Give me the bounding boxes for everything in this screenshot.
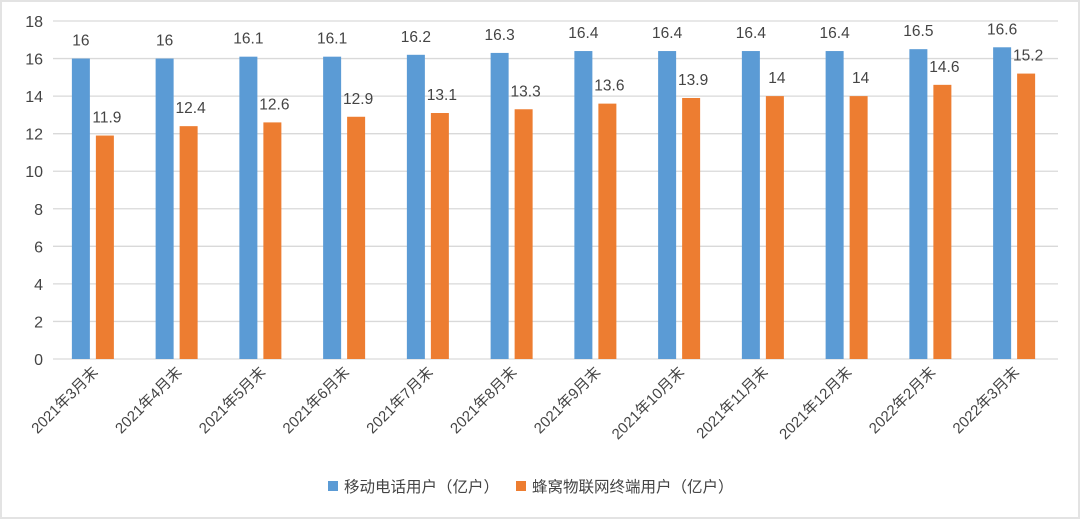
data-label: 16.4 (736, 25, 767, 42)
bar-mobile-users (406, 54, 425, 360)
x-tick-label: 2021年12月末 (776, 364, 855, 443)
bar-mobile-users (741, 51, 760, 360)
x-tick-label: 2021年9月末 (531, 364, 604, 437)
bar-mobile-users (155, 58, 174, 360)
legend-label: 移动电话用户（亿户） (344, 478, 499, 496)
bar-iot-users (95, 135, 114, 359)
bar-iot-users (1017, 73, 1036, 360)
data-label: 14 (852, 70, 870, 87)
data-label: 16.1 (317, 31, 347, 48)
data-label: 16.2 (401, 29, 431, 46)
data-label: 13.1 (427, 87, 457, 104)
x-tick-label: 2021年7月末 (363, 364, 436, 437)
x-tick-label: 2021年11月末 (693, 364, 771, 442)
data-label: 12.9 (343, 91, 373, 108)
y-tick-label: 6 (34, 239, 43, 256)
bar-mobile-users (239, 56, 258, 360)
y-tick-label: 0 (34, 352, 43, 369)
bar-mobile-users (71, 58, 90, 360)
bar-mobile-users (993, 47, 1012, 360)
data-label: 16.1 (233, 31, 263, 48)
x-tick-label: 2021年5月末 (196, 364, 269, 437)
x-tick-label: 2021年6月末 (280, 364, 353, 437)
x-tick-label: 2021年3月末 (28, 364, 101, 437)
y-tick-label: 18 (25, 14, 43, 31)
x-tick-label: 2021年8月末 (447, 364, 520, 437)
x-tick-label: 2021年4月末 (112, 364, 185, 437)
bar-iot-users (347, 116, 366, 360)
bar-mobile-users (825, 51, 844, 360)
bar-iot-users (263, 122, 282, 360)
bar-iot-users (598, 103, 617, 359)
data-label: 13.6 (594, 78, 624, 95)
data-label: 15.2 (1013, 48, 1043, 65)
data-label: 16.4 (820, 25, 851, 42)
legend-label: 蜂窝物联网终端用户（亿户） (532, 478, 734, 496)
data-label: 11.9 (92, 110, 121, 127)
bar-iot-users (179, 126, 198, 360)
bar-iot-users (514, 109, 533, 359)
data-label: 16.6 (987, 21, 1017, 38)
y-tick-label: 10 (25, 164, 43, 181)
bar-mobile-users (323, 56, 342, 360)
y-tick-label: 2 (34, 314, 43, 331)
bar-iot-users (430, 113, 449, 359)
data-label: 12.6 (259, 96, 289, 113)
data-label: 14 (768, 70, 786, 87)
y-tick-label: 8 (34, 202, 43, 219)
x-tick-label: 2022年2月末 (866, 364, 939, 437)
bar-iot-users (849, 96, 868, 359)
data-label: 16.4 (652, 25, 683, 42)
bar-mobile-users (658, 51, 677, 360)
legend-swatch-iot (516, 481, 526, 491)
bar-iot-users (765, 96, 784, 359)
legend-swatch-mobile (328, 481, 338, 491)
data-label: 13.9 (678, 72, 708, 89)
y-tick-label: 14 (25, 89, 43, 106)
bar-iot-users (682, 97, 701, 359)
data-label: 16 (156, 33, 173, 50)
x-tick-label: 2022年3月末 (950, 364, 1023, 437)
y-tick-label: 4 (34, 277, 43, 294)
bar-iot-users (933, 84, 952, 359)
bar-mobile-users (574, 51, 593, 360)
bar-mobile-users (490, 52, 509, 360)
y-tick-label: 12 (25, 127, 43, 144)
data-label: 12.4 (176, 100, 207, 117)
data-label: 16.5 (903, 23, 933, 40)
data-label: 14.6 (929, 59, 959, 76)
data-label: 13.3 (511, 83, 541, 100)
y-tick-label: 16 (25, 52, 43, 69)
x-tick-label: 2021年10月末 (609, 364, 688, 443)
data-label: 16.3 (485, 27, 515, 44)
bar-mobile-users (909, 49, 928, 360)
data-label: 16 (72, 33, 89, 50)
data-label: 16.4 (568, 25, 599, 42)
